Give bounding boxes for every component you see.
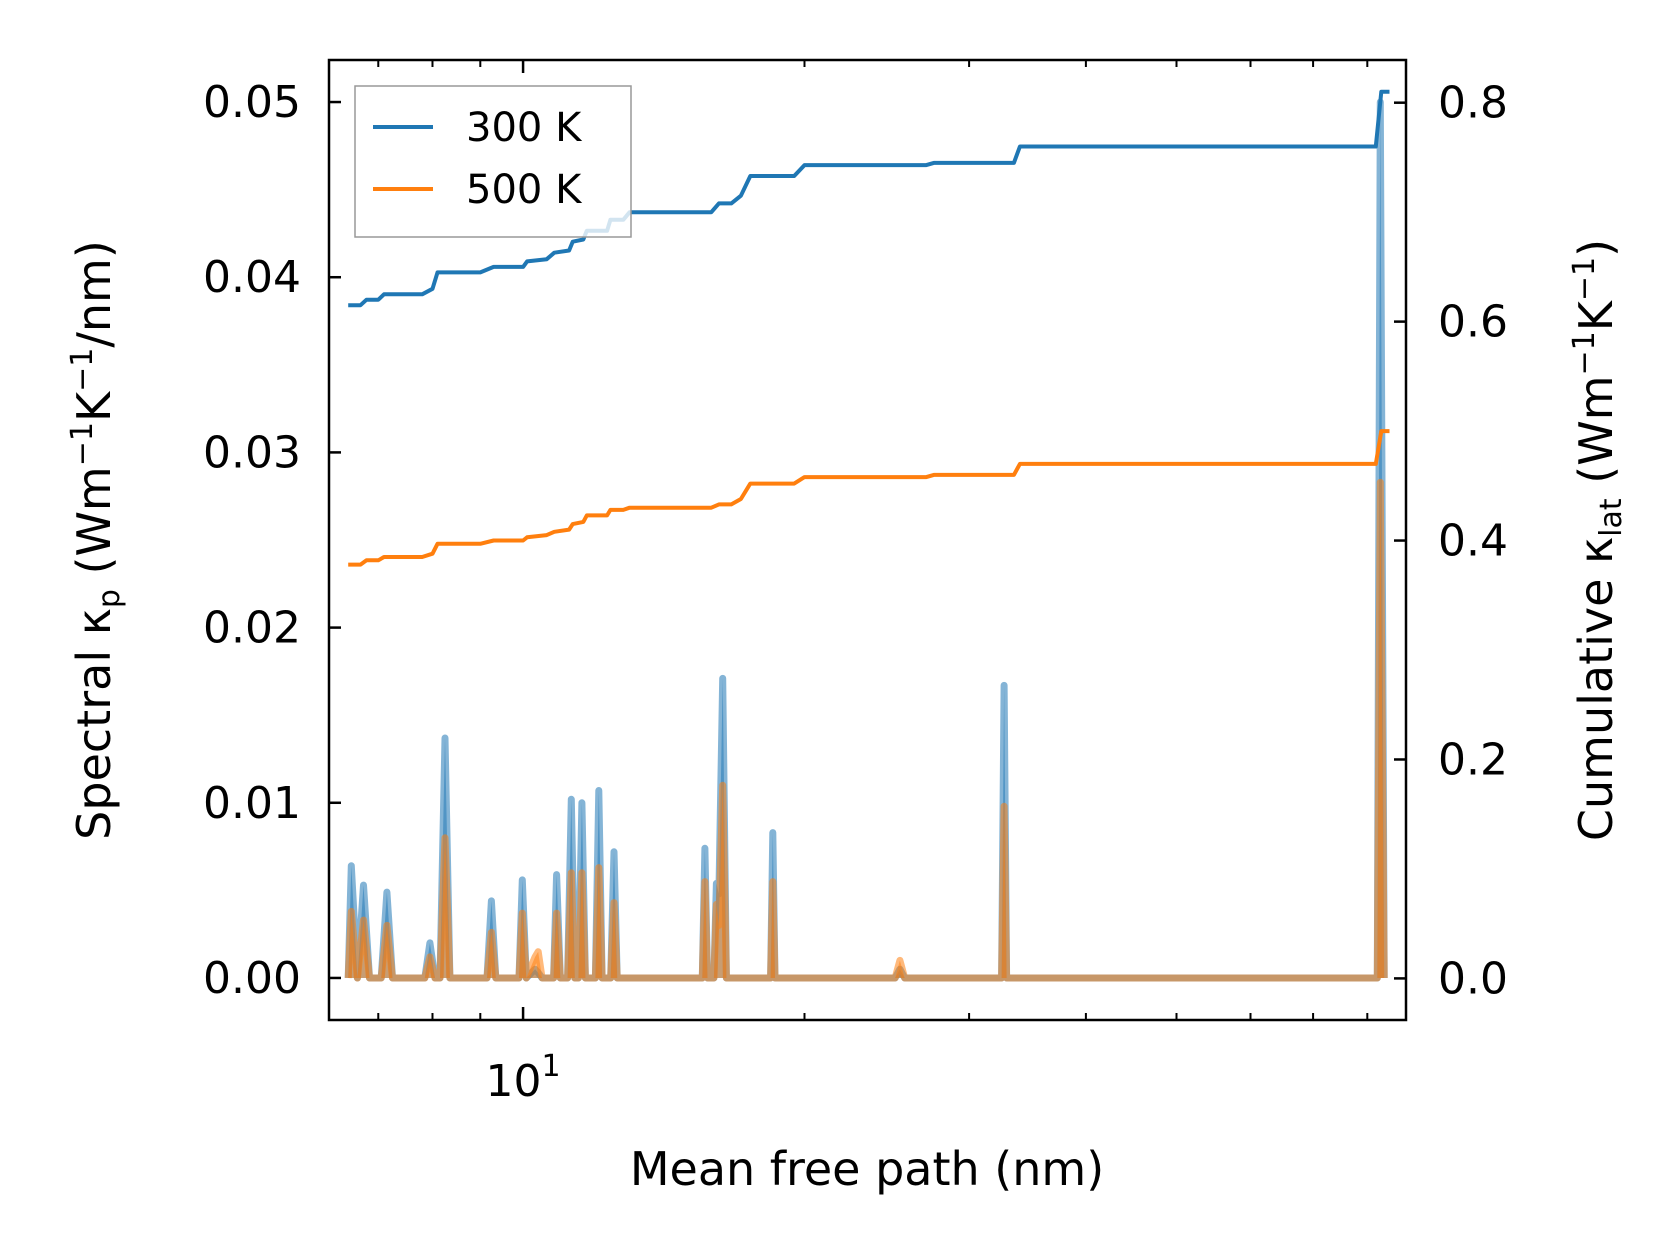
y-axis-title-left: Spectral κp (Wm−1K−1/nm)	[65, 240, 127, 840]
y-left-tick-label-0: 0.00	[203, 953, 301, 1004]
legend-label-500k: 500 K	[466, 167, 583, 213]
y-left-tick-label-4: 0.04	[203, 252, 301, 303]
spectral-line-500k	[344, 478, 1388, 982]
y-left-tick-label-5: 0.05	[203, 77, 301, 128]
y-right-tick-label-0: 0.0	[1438, 953, 1508, 1004]
y-right-tick-label-3: 0.6	[1438, 297, 1508, 348]
legend-frame	[354, 85, 632, 238]
spectral-series-layer	[344, 98, 1388, 982]
y-axis-title-right: Cumulative κlat (Wm−1K−1)	[1567, 239, 1629, 841]
y-right-tick-label-4: 0.8	[1438, 78, 1508, 129]
y-left-tick-label-1: 0.01	[203, 778, 301, 829]
legend-label-300k: 300 K	[466, 105, 583, 151]
tick-label-layer: 0.00 0.01 0.02 0.03 0.04 0.05 0.0 0.2 0.4 0.6 0.8 1…	[203, 77, 1508, 1107]
tick-layer	[329, 60, 1406, 1020]
legend: 300 K 500 K	[354, 85, 632, 238]
y-left-tick-label-2: 0.02	[203, 603, 301, 654]
y-right-tick-label-2: 0.4	[1438, 516, 1508, 567]
x-tick-label-10: 101	[486, 1049, 561, 1107]
y-right-tick-label-1: 0.2	[1438, 734, 1508, 785]
cumulative-line-500k	[348, 429, 1390, 567]
x-axis-title: Mean free path (nm)	[630, 1142, 1104, 1196]
y-left-tick-label-3: 0.03	[203, 427, 301, 478]
